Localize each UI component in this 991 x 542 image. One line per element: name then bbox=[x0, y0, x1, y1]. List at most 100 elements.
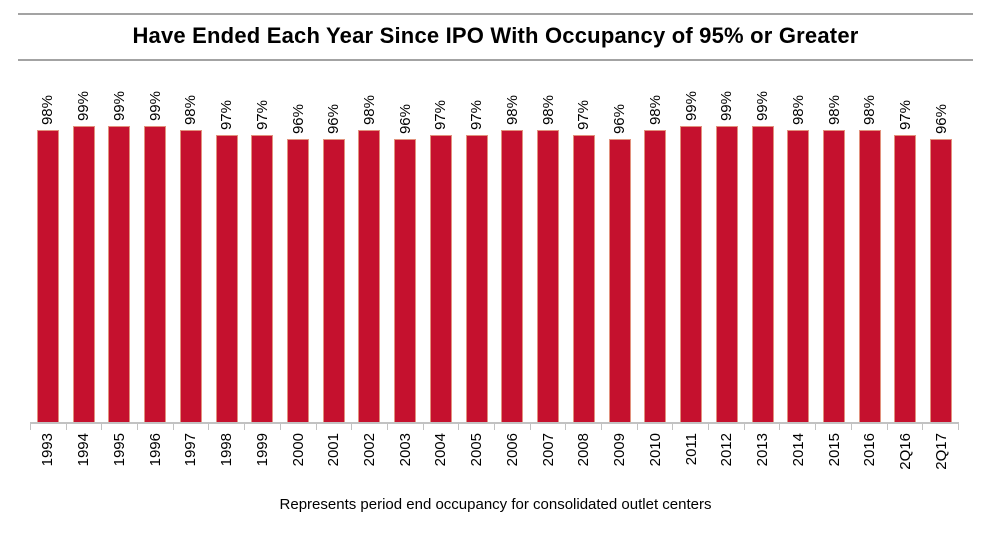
bar bbox=[429, 135, 452, 422]
bar bbox=[358, 130, 381, 422]
bar-value-label: 96% bbox=[932, 103, 950, 134]
x-axis-category: 2000 bbox=[280, 433, 316, 491]
axis-tick bbox=[30, 424, 66, 430]
axis-tick bbox=[315, 424, 352, 430]
bar-value-label: 99% bbox=[682, 90, 700, 121]
chart-header: Have Ended Each Year Since IPO With Occu… bbox=[18, 13, 973, 61]
footnote: Represents period end occupancy for cons… bbox=[279, 496, 712, 513]
bar-value-label: 98% bbox=[182, 94, 200, 125]
bar-group: 98% bbox=[30, 95, 66, 422]
axis-tick bbox=[244, 424, 280, 430]
bar-value-label: 96% bbox=[325, 103, 343, 134]
axis-tick bbox=[886, 424, 923, 430]
bar bbox=[215, 135, 238, 422]
bar bbox=[394, 139, 417, 422]
axis-tick bbox=[101, 424, 137, 430]
bar-value-label: 97% bbox=[253, 99, 271, 130]
bar-group: 96% bbox=[602, 104, 638, 422]
axis-tick bbox=[493, 424, 530, 430]
bar bbox=[751, 126, 774, 422]
axis-tick bbox=[386, 424, 423, 430]
bar bbox=[608, 139, 631, 422]
bar bbox=[465, 135, 488, 422]
x-axis-category: 2007 bbox=[530, 433, 566, 491]
bar-value-label: 97% bbox=[432, 99, 450, 130]
x-axis-category: 1996 bbox=[137, 433, 173, 491]
axis-tick bbox=[743, 424, 780, 430]
x-axis-label: 1998 bbox=[218, 433, 236, 467]
bar-value-label: 99% bbox=[146, 90, 164, 121]
bar-group: 96% bbox=[387, 104, 423, 422]
x-axis-label: 2000 bbox=[289, 433, 307, 467]
bar-value-label: 98% bbox=[861, 94, 879, 125]
axis-tick bbox=[458, 424, 494, 430]
x-axis-label: 1997 bbox=[182, 433, 200, 467]
x-axis-line bbox=[30, 422, 959, 424]
x-axis-category: 2013 bbox=[745, 433, 781, 491]
axis-tick bbox=[208, 424, 244, 430]
axis-tick bbox=[708, 424, 744, 430]
bar bbox=[36, 130, 59, 422]
bar-group: 97% bbox=[888, 100, 924, 422]
x-axis-category: 2011 bbox=[673, 433, 709, 491]
x-axis-label: 2002 bbox=[360, 433, 378, 467]
x-axis-category: 2003 bbox=[387, 433, 423, 491]
bar-value-label: 96% bbox=[396, 103, 414, 134]
x-axis-label: 2016 bbox=[861, 433, 879, 467]
x-axis-label: 2001 bbox=[325, 433, 343, 467]
x-axis-category: 2Q16 bbox=[888, 433, 924, 491]
bar-value-label: 99% bbox=[754, 90, 772, 121]
bar-value-label: 98% bbox=[360, 94, 378, 125]
bar-value-label: 97% bbox=[468, 99, 486, 130]
x-axis-category: 1993 bbox=[30, 433, 66, 491]
bar-group: 99% bbox=[101, 91, 137, 422]
bar-group: 97% bbox=[566, 100, 602, 422]
x-axis-category: 2002 bbox=[352, 433, 388, 491]
bar bbox=[251, 135, 274, 422]
bar-group: 98% bbox=[852, 95, 888, 422]
bar-group: 98% bbox=[173, 95, 209, 422]
bar bbox=[572, 135, 595, 422]
axis-tick bbox=[351, 424, 387, 430]
x-axis-label: 1995 bbox=[110, 433, 128, 467]
bar-value-label: 97% bbox=[896, 99, 914, 130]
x-axis-label: 2Q17 bbox=[932, 433, 950, 470]
axis-tick bbox=[565, 424, 601, 430]
bar bbox=[680, 126, 703, 422]
bar-group: 97% bbox=[423, 100, 459, 422]
bar bbox=[108, 126, 131, 422]
x-axis-label: 2Q16 bbox=[896, 433, 914, 470]
x-axis-label: 1999 bbox=[253, 433, 271, 467]
bar-group: 99% bbox=[66, 91, 102, 422]
x-axis-ticks bbox=[30, 424, 959, 430]
bar-value-label: 99% bbox=[718, 90, 736, 121]
x-axis-category: 1994 bbox=[66, 433, 102, 491]
axis-tick bbox=[529, 424, 566, 430]
x-axis-label: 1994 bbox=[75, 433, 93, 467]
x-axis-label: 2010 bbox=[646, 433, 664, 467]
x-axis-category: 1999 bbox=[244, 433, 280, 491]
x-axis-label: 2009 bbox=[611, 433, 629, 467]
bar bbox=[287, 139, 309, 422]
axis-tick bbox=[850, 424, 887, 430]
x-axis-category: 1995 bbox=[101, 433, 137, 491]
bar bbox=[644, 130, 667, 422]
bar-value-label: 97% bbox=[575, 99, 593, 130]
x-axis-category: 2Q17 bbox=[923, 433, 959, 491]
x-axis-category: 2012 bbox=[709, 433, 745, 491]
x-axis-category: 2009 bbox=[602, 433, 638, 491]
axis-tick bbox=[815, 424, 851, 430]
bar-group: 98% bbox=[816, 95, 852, 422]
x-axis-label: 1996 bbox=[146, 433, 164, 467]
bar-group: 98% bbox=[530, 95, 566, 422]
x-axis-category: 2004 bbox=[423, 433, 459, 491]
x-axis-category: 2014 bbox=[780, 433, 816, 491]
x-axis-label: 2004 bbox=[432, 433, 450, 467]
bar-group: 96% bbox=[316, 104, 352, 422]
bar-group: 97% bbox=[209, 100, 245, 422]
bar-value-label: 96% bbox=[289, 103, 307, 134]
bar-value-label: 99% bbox=[110, 90, 128, 121]
bar bbox=[501, 130, 524, 422]
axis-tick bbox=[279, 424, 316, 430]
x-axis-label: 2008 bbox=[575, 433, 593, 467]
